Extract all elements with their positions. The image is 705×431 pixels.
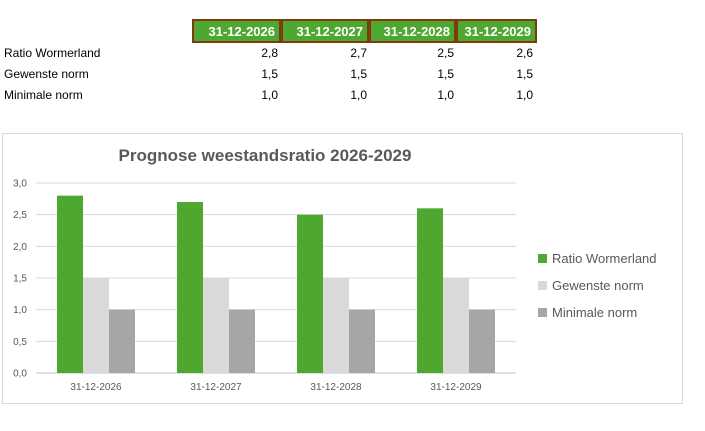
- bar: [229, 309, 255, 373]
- header-cell-2026[interactable]: 31-12-2026: [192, 19, 281, 43]
- legend-label: Gewenste norm: [552, 278, 644, 293]
- table-cell[interactable]: 2,6: [516, 46, 533, 60]
- header-cell-2027[interactable]: 31-12-2027: [281, 19, 369, 43]
- y-tick-label: 2,0: [13, 242, 27, 253]
- x-tick-label: 31-12-2026: [70, 382, 122, 393]
- x-tick-label: 31-12-2027: [190, 382, 242, 393]
- y-tick-label: 3,0: [13, 179, 27, 190]
- table-cell[interactable]: 1,5: [350, 67, 367, 81]
- data-table: 31-12-2026 31-12-2027 31-12-2028 31-12-2…: [0, 0, 705, 110]
- legend-label: Minimale norm: [552, 305, 637, 320]
- y-tick-label: 0,5: [13, 337, 27, 348]
- bar: [109, 309, 135, 373]
- y-tick-label: 1,5: [13, 274, 27, 285]
- table-cell[interactable]: 2,8: [261, 46, 278, 60]
- table-cell[interactable]: 1,0: [516, 88, 533, 102]
- table-cell[interactable]: 1,5: [261, 67, 278, 81]
- y-tick-label: 0,0: [13, 369, 27, 380]
- table-cell[interactable]: 1,5: [437, 67, 454, 81]
- legend-label: Ratio Wormerland: [552, 251, 657, 266]
- legend-swatch: [538, 308, 547, 317]
- row-label-minimale[interactable]: Minimale norm: [4, 88, 83, 102]
- table-cell[interactable]: 1,0: [350, 88, 367, 102]
- y-tick-label: 1,0: [13, 305, 27, 316]
- bar: [323, 278, 349, 373]
- header-cell-2028[interactable]: 31-12-2028: [369, 19, 456, 43]
- bar: [57, 195, 83, 373]
- bar: [177, 202, 203, 373]
- chart-title: Prognose weestandsratio 2026-2029: [118, 146, 412, 165]
- bar: [417, 208, 443, 373]
- x-tick-label: 31-12-2028: [310, 382, 362, 393]
- table-cell[interactable]: 1,0: [437, 88, 454, 102]
- y-tick-label: 2,5: [13, 210, 27, 221]
- row-label-ratio[interactable]: Ratio Wormerland: [4, 46, 101, 60]
- bar: [203, 278, 229, 373]
- row-label-gewenste[interactable]: Gewenste norm: [4, 67, 89, 81]
- bar: [443, 278, 469, 373]
- table-cell[interactable]: 1,0: [261, 88, 278, 102]
- bar: [83, 278, 109, 373]
- table-cell[interactable]: 2,5: [437, 46, 454, 60]
- legend-swatch: [538, 281, 547, 290]
- bar: [469, 309, 495, 373]
- table-cell[interactable]: 2,7: [350, 46, 367, 60]
- table-cell[interactable]: 1,5: [516, 67, 533, 81]
- bar: [349, 309, 375, 373]
- header-cell-2029[interactable]: 31-12-2029: [456, 19, 537, 43]
- legend-swatch: [538, 254, 547, 263]
- x-tick-label: 31-12-2029: [430, 382, 482, 393]
- bar: [297, 214, 323, 373]
